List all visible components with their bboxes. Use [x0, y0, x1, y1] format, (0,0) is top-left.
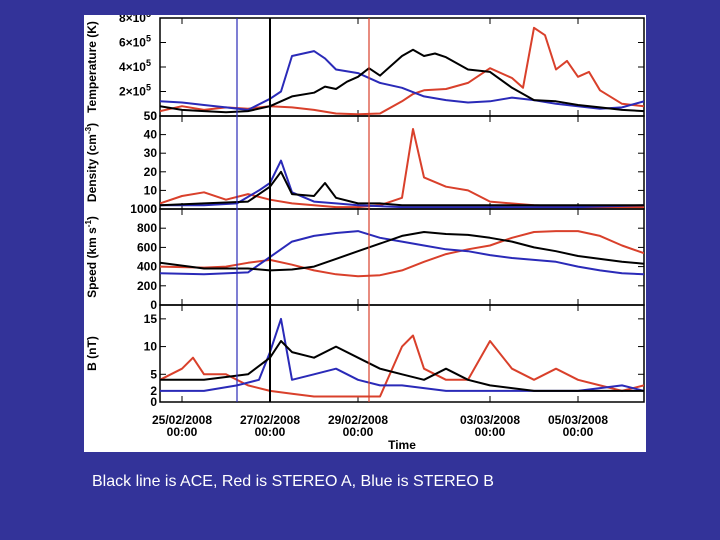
- y-tick-label-3-0: 0: [150, 395, 157, 409]
- y-tick-label-0-0: 0: [150, 109, 157, 123]
- y-axis-label-0: Temperature (K): [85, 21, 99, 113]
- series-line-stereo-b-0: [160, 50, 644, 111]
- y-tick-label-3-2: 5: [150, 367, 157, 381]
- y-tick-exponent-0-4: 5: [146, 15, 151, 19]
- series-line-stereo-a-0: [160, 26, 644, 116]
- panel-frame-2: [159, 208, 645, 306]
- y-tick-label-0-1: 2×105: [119, 83, 151, 99]
- y-tick-label-2-4: 800: [137, 221, 157, 235]
- series-line-ace-1: [160, 170, 644, 207]
- y-tick-label-1-5: 50: [144, 109, 158, 123]
- series-line-stereo-b-3: [160, 317, 644, 392]
- x-tick-label-time-1: 00:00: [255, 425, 286, 439]
- x-tick-label-date-3: 03/03/2008: [460, 413, 520, 427]
- x-axis-label: Time: [388, 438, 416, 452]
- y-tick-exponent-0-3: 5: [146, 34, 151, 44]
- y-tick-label-1-1: 10: [144, 183, 158, 197]
- series-line-stereo-a-1: [160, 128, 644, 209]
- y-tick-label-1-2: 20: [144, 165, 158, 179]
- y-tick-exponent-0-2: 5: [146, 58, 151, 68]
- x-tick-label-date-1: 27/02/2008: [240, 413, 300, 427]
- y-tick-label-2-3: 600: [137, 240, 157, 254]
- x-tick-label-time-2: 00:00: [343, 425, 374, 439]
- y-axis-label-close-1: ): [85, 123, 99, 127]
- y-axis-label-3: B (nT): [85, 336, 99, 371]
- y-axis-label-exponent-2: -1: [84, 220, 93, 228]
- y-tick-exponent-0-1: 5: [146, 83, 151, 93]
- series-line-stereo-b-2: [160, 230, 644, 276]
- y-tick-label-0-3: 6×105: [119, 34, 151, 50]
- x-tick-label-time-4: 00:00: [563, 425, 594, 439]
- series-line-ace-0: [160, 48, 644, 114]
- y-tick-label-2-2: 400: [137, 260, 157, 274]
- y-axis-label-1: Density (cm-3): [84, 123, 99, 202]
- y-tick-label-2-5: 1000: [130, 202, 157, 216]
- series-line-stereo-a-2: [160, 230, 644, 278]
- y-axis-label-text-0: Temperature (K): [85, 21, 99, 113]
- y-tick-label-2-0: 0: [150, 298, 157, 312]
- y-tick-label-0-2: 4×105: [119, 58, 151, 74]
- y-axis-label-text-3: B (nT): [85, 336, 99, 371]
- series-line-stereo-a-3: [160, 334, 644, 398]
- chart-svg: 0 2×105 4×105 6×105 8×105 Temperature (K) 0 10 2…: [84, 15, 645, 452]
- x-tick-label-date-0: 25/02/2008: [152, 413, 212, 427]
- y-tick-label-1-3: 30: [144, 146, 158, 160]
- y-tick-label-1-4: 40: [144, 128, 158, 142]
- y-axis-label-text-1: Density (cm: [85, 134, 99, 202]
- x-tick-label-date-4: 05/03/2008: [548, 413, 608, 427]
- y-axis-label-close-2: ): [85, 216, 99, 220]
- x-tick-label-time-0: 00:00: [167, 425, 198, 439]
- x-tick-label-date-2: 29/02/2008: [328, 413, 388, 427]
- y-tick-label-2-1: 200: [137, 279, 157, 293]
- y-axis-label-exponent-1: -3: [84, 126, 93, 134]
- y-tick-label-3-4: 15: [144, 312, 158, 326]
- solar-wind-figure: 0 2×105 4×105 6×105 8×105 Temperature (K) 0 10 2…: [84, 15, 646, 452]
- x-tick-label-time-3: 00:00: [475, 425, 506, 439]
- y-axis-label-2: Speed (km s-1): [84, 216, 99, 298]
- y-tick-label-3-1: 2: [150, 384, 157, 398]
- y-axis-label-text-2: Speed (km s: [85, 227, 99, 298]
- y-tick-label-1-0: 0: [150, 202, 157, 216]
- figure-caption: Black line is ACE, Red is STEREO A, Blue…: [92, 473, 494, 490]
- series-line-stereo-b-1: [160, 159, 644, 209]
- y-tick-label-0-4: 8×105: [119, 15, 151, 25]
- y-tick-label-3-3: 10: [144, 340, 158, 354]
- series-line-ace-2: [160, 231, 644, 272]
- panel-frame-3: [159, 304, 645, 403]
